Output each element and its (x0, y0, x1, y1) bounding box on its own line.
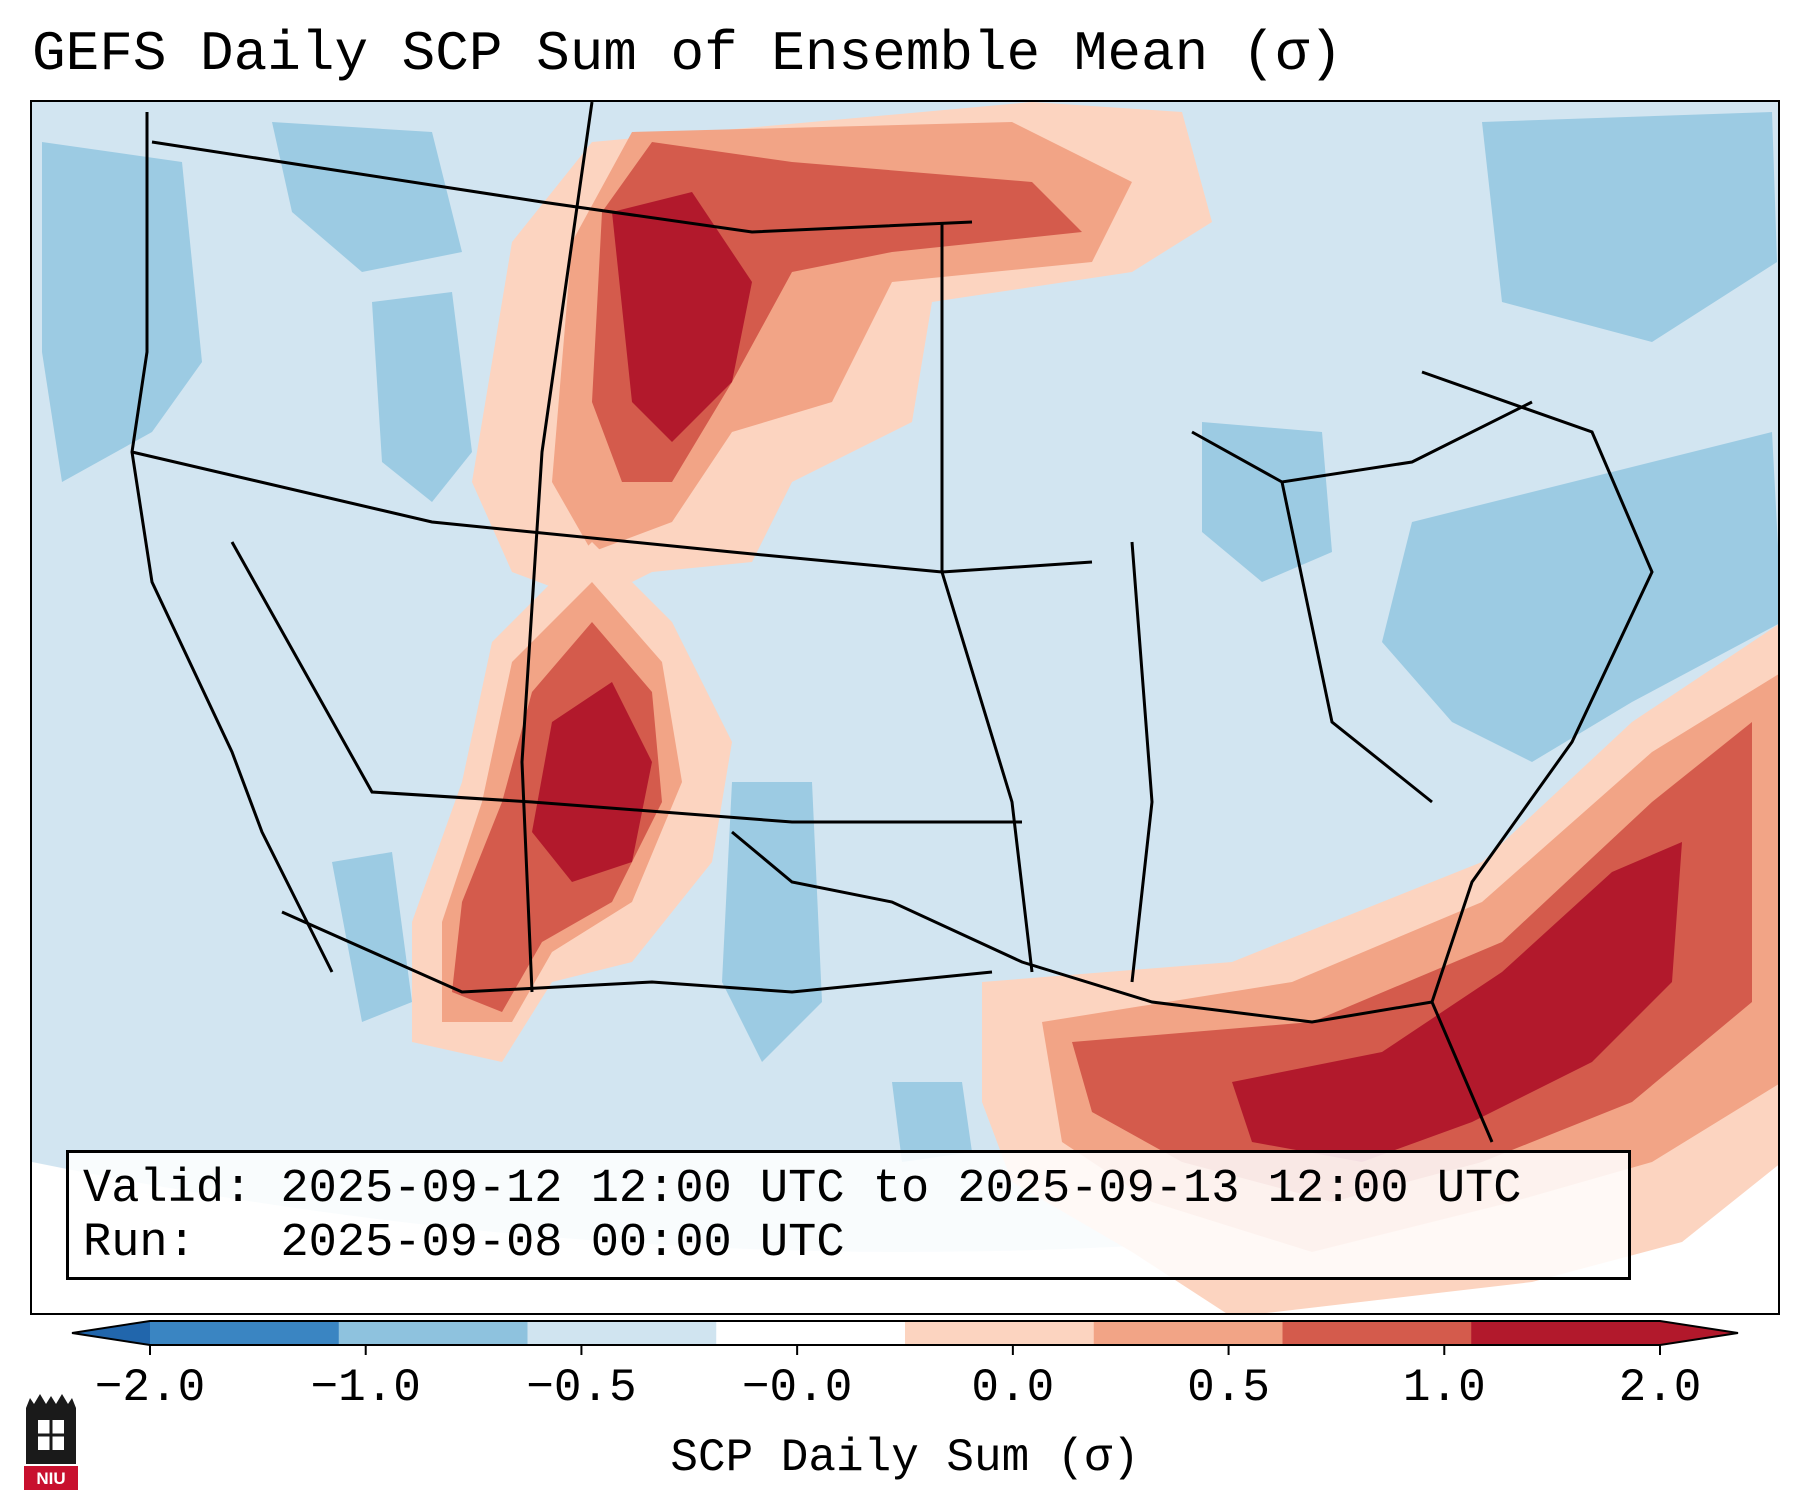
map-panel (30, 100, 1780, 1315)
anomaly-field (42, 102, 1778, 1313)
colorbar-bin (716, 1321, 906, 1345)
colorbar (71, 1320, 1739, 1355)
colorbar-bin (527, 1321, 717, 1345)
logo-text: NIU (36, 1469, 65, 1488)
eastern-state-line (1280, 481, 1433, 804)
northern-state-line (131, 450, 1093, 574)
negative-region-great-lakes (1202, 422, 1332, 582)
colorbar-tick-label: −0.5 (526, 1362, 637, 1414)
colorbar-bin (905, 1321, 1095, 1345)
plains-state-line (940, 222, 1034, 973)
colorbar-bin (150, 1321, 340, 1345)
negative-region-gulf-coast-texas (892, 1082, 972, 1162)
positive-region-north-peak (612, 192, 752, 442)
figure-title: GEFS Daily SCP Sum of Ensemble Mean (σ) (32, 22, 1343, 86)
colorbar-bins (150, 1321, 1661, 1345)
state-boundaries (130, 102, 1654, 1143)
colorbar-tick-label: 2.0 (1618, 1362, 1702, 1414)
run-label: Run: (83, 1217, 196, 1270)
run-line: Run: 2025-09-08 00:00 UTC (83, 1217, 1628, 1271)
run-value: 2025-09-08 00:00 UTC (280, 1217, 845, 1270)
validity-info-box: Valid: 2025-09-12 12:00 UTC to 2025-09-1… (66, 1150, 1631, 1280)
colorbar-tick-label: −2.0 (94, 1362, 206, 1414)
colorbar-tick-label: 0.5 (1187, 1362, 1270, 1414)
negative-region-quebec (1482, 112, 1777, 342)
logo-banner (24, 1466, 78, 1490)
great-lakes-line (1191, 400, 1533, 484)
west-coast-line (130, 112, 334, 973)
gulf-coast-line (731, 830, 1433, 1024)
logo-window-grid (38, 1420, 64, 1450)
valid-value: 2025-09-12 12:00 UTC to 2025-09-13 12:00… (280, 1163, 1522, 1216)
negative-region-baja (332, 852, 412, 1022)
colorbar-bin (1093, 1321, 1283, 1345)
rockies-state-line (520, 102, 594, 993)
colorbar-bin (1282, 1321, 1472, 1345)
negative-region-pacific-nw (42, 142, 202, 482)
colorbar-tick-label: −0.0 (741, 1362, 853, 1414)
colorbar-tick-label: −1.0 (310, 1362, 421, 1414)
colorbar-tick-label: 0.0 (971, 1362, 1055, 1414)
valid-line: Valid: 2025-09-12 12:00 UTC to 2025-09-1… (83, 1163, 1628, 1217)
negative-region-mid-atlantic (1382, 432, 1778, 762)
central-state-line (230, 541, 1022, 824)
colorbar-bin (1471, 1321, 1661, 1345)
colorbar-label: SCP Daily Sum (σ) (670, 1432, 1140, 1484)
colorbar-tick-marks (149, 1345, 1661, 1355)
valid-label: Valid: (83, 1163, 253, 1216)
map-canvas (32, 102, 1778, 1313)
niu-logo: NIU (24, 1394, 78, 1490)
southern-state-line (281, 910, 993, 994)
negative-region-texas (722, 782, 822, 1062)
positive-region-gulf-peak (1232, 842, 1682, 1162)
mississippi-line (1130, 541, 1154, 983)
negative-region-idaho (372, 292, 472, 502)
positive-region-south-peak (532, 682, 652, 882)
negative-region-canada-west (272, 122, 462, 272)
colorbar-over-arrow (1660, 1321, 1738, 1345)
canada-border-line (151, 140, 973, 234)
east-coast-line (1421, 370, 1654, 1143)
colorbar-under-arrow (72, 1321, 150, 1345)
colorbar-bin (338, 1321, 528, 1345)
colorbar-tick-label: 1.0 (1402, 1362, 1486, 1414)
